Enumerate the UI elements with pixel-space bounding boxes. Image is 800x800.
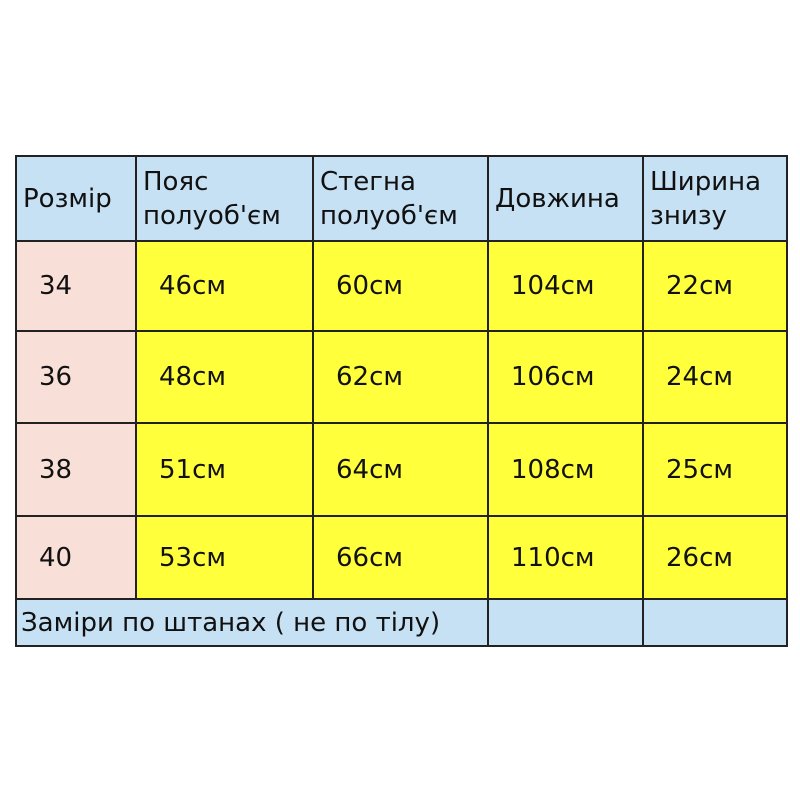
header-text: Розмір: [23, 183, 112, 214]
value-cell: 106см: [487, 330, 644, 424]
header-hips: Стегна полуоб'єм: [312, 155, 489, 242]
value-cell: 62см: [312, 330, 489, 424]
value-cell: 51см: [135, 422, 314, 517]
value-cell: 46см: [135, 240, 314, 332]
value-cell: 108см: [487, 422, 644, 517]
size-cell: 40: [15, 515, 137, 600]
value-cell: 24см: [642, 330, 788, 424]
value-cell: 26см: [642, 515, 788, 600]
header-text: Ширина: [650, 166, 762, 197]
table-row: 34 46см 60см 104см 22см: [15, 240, 788, 332]
footer-row: Заміри по штанах ( не по тілу): [15, 598, 788, 647]
table-row: 40 53см 66см 110см 26см: [15, 515, 788, 600]
value-cell: 66см: [312, 515, 489, 600]
header-text: Довжина: [495, 183, 620, 214]
footer-empty-cell: [487, 598, 644, 647]
header-row: Розмір Пояс полуоб'єм Стегна полуоб'єм Дов…: [15, 155, 788, 242]
size-cell: 36: [15, 330, 137, 424]
header-length: Довжина: [487, 155, 644, 242]
header-text: полуоб'єм: [320, 200, 458, 231]
value-cell: 53см: [135, 515, 314, 600]
header-text: Стегна: [320, 166, 416, 197]
footer-empty-cell: [642, 598, 788, 647]
value-cell: 104см: [487, 240, 644, 332]
header-bottom-width: Ширина знизу: [642, 155, 788, 242]
header-waist: Пояс полуоб'єм: [135, 155, 314, 242]
value-cell: 22см: [642, 240, 788, 332]
size-cell: 34: [15, 240, 137, 332]
header-text: Пояс: [143, 166, 209, 197]
table-row: 38 51см 64см 108см 25см: [15, 422, 788, 517]
table-row: 36 48см 62см 106см 24см: [15, 330, 788, 424]
value-cell: 25см: [642, 422, 788, 517]
header-size: Розмір: [15, 155, 137, 242]
header-text: знизу: [650, 200, 727, 231]
value-cell: 60см: [312, 240, 489, 332]
value-cell: 48см: [135, 330, 314, 424]
header-text: полуоб'єм: [143, 200, 281, 231]
value-cell: 110см: [487, 515, 644, 600]
size-cell: 38: [15, 422, 137, 517]
footer-note: Заміри по штанах ( не по тілу): [15, 598, 489, 647]
value-cell: 64см: [312, 422, 489, 517]
size-chart-table: Розмір Пояс полуоб'єм Стегна полуоб'єм Дов…: [15, 155, 788, 647]
